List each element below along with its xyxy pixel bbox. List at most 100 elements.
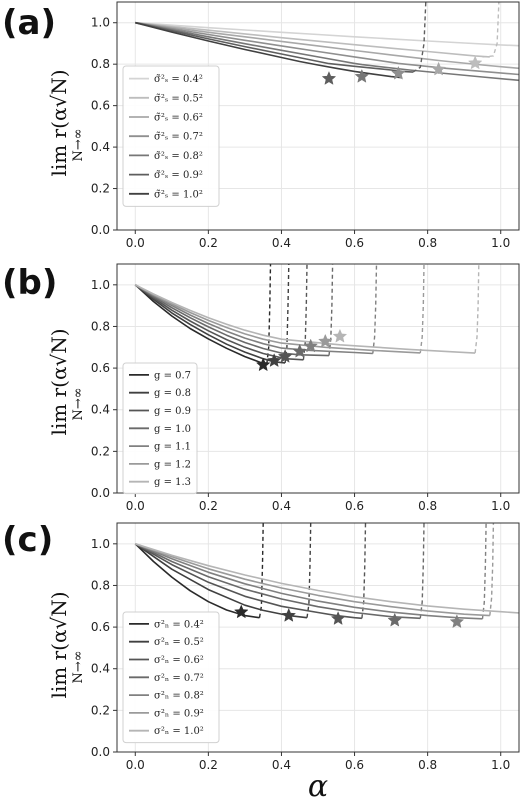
panel-a-series-1-line <box>135 21 490 58</box>
panel-a-series-5-star <box>321 71 337 85</box>
panel-a-series-2-star <box>431 61 446 76</box>
panel-b-series-5-dashed <box>419 264 425 353</box>
panel-c-legend-label-1: σ²ₙ = 0.5² <box>154 637 204 648</box>
panel-a: (a) lim r(α√N) N→∞ 0.0 0.2 0.4 0.6 0.8 1.0 0.0… <box>2 1 520 250</box>
panel-b-ytick-label-3: 0.6 <box>91 361 110 375</box>
panel-c-series-0-dashed <box>258 523 264 618</box>
panel-b-series-3-dashed <box>328 264 334 356</box>
panel-c-legend-label-4: σ²ₙ = 0.8² <box>154 691 204 702</box>
panel-c-xtick-label-2: 0.4 <box>272 758 291 772</box>
panel-b-xtick-label-0: 0.0 <box>126 499 145 513</box>
panel-b-ytick-label-5: 1.0 <box>91 278 110 292</box>
panel-a-legend-frame <box>122 65 220 207</box>
panel-c: (c) lim r(α√N) N→∞ 0.0 0.2 0.4 0.6 0.8 1.0 0.0… <box>2 520 520 772</box>
panel-a-letter: (a) <box>2 3 56 43</box>
panel-b-series-0-dashed <box>266 264 272 365</box>
panel-b-ytick-label-0: 0.0 <box>91 486 110 500</box>
panel-c-ylabel-main: lim r(α√N) <box>47 591 71 698</box>
panel-c-ytick-label-5: 1.0 <box>91 537 110 551</box>
panel-b-legend-label-4: g = 1.1 <box>154 442 191 453</box>
panel-b: (b) lim r(α√N) N→∞ 0.0 0.2 0.4 0.6 0.8 1.0 0.0… <box>2 263 520 513</box>
panel-b-series-4-dashed <box>372 264 378 354</box>
panel-a-legend: σ̃²ₛ = 0.4² σ̃²ₛ = 0.5² σ̃²ₛ = 0.6² σ̃²ₛ = … <box>122 65 220 207</box>
panel-b-legend-label-6: g = 1.3 <box>154 477 191 488</box>
panel-c-series-4-line <box>134 543 483 620</box>
panel-a-ylabel-sub: N→∞ <box>71 128 86 161</box>
panel-c-legend: σ²ₙ = 0.4² σ²ₙ = 0.5² σ²ₙ = 0.6² σ²ₙ = 0.7²… <box>122 611 220 744</box>
panel-b-legend-frame <box>122 362 198 495</box>
panel-a-legend-label-0: σ̃²ₛ = 0.4² <box>154 74 203 85</box>
panel-c-ytick-label-4: 0.8 <box>91 578 110 592</box>
panel-a-ylabel-main: lim r(α√N) <box>47 69 71 176</box>
panel-c-legend-label-3: σ²ₙ = 0.7² <box>154 673 204 684</box>
panel-a-series-0-line <box>135 21 519 47</box>
panel-c-ytick-label-1: 0.2 <box>91 703 110 717</box>
panel-a-series-1-dashed <box>482 2 500 58</box>
panel-a-series-4-line <box>135 21 519 82</box>
panel-a-legend-label-4: σ̃²ₛ = 0.8² <box>154 151 203 162</box>
panel-c-series-6-line <box>135 543 519 614</box>
panel-b-xtick-label-3: 0.6 <box>345 499 364 513</box>
panel-b-series-5-star <box>318 333 333 348</box>
panel-b-series-3-star <box>292 343 307 358</box>
panel-a-legend-label-1: σ̃²ₛ = 0.5² <box>154 93 203 104</box>
panel-b-xtick-label-4: 0.8 <box>418 499 437 513</box>
panel-a-series-4-star <box>354 68 370 83</box>
panel-a-ylabel: lim r(α√N) N→∞ <box>47 69 86 176</box>
panel-b-axes-frame <box>116 263 520 494</box>
panel-b-series-0-star <box>255 357 271 372</box>
panel-b-series-4-star <box>303 338 318 353</box>
panel-a-ytick-label-3: 0.6 <box>91 99 110 113</box>
panel-a-xtick-label-3: 0.6 <box>345 236 364 250</box>
panel-c-series-3-line <box>134 543 421 620</box>
panel-c-legend-label-2: σ²ₙ = 0.6² <box>154 655 204 666</box>
panel-a-axes-frame <box>116 1 520 231</box>
panel-c-series-1-dashed <box>306 523 312 618</box>
panel-b-xtick-label-1: 0.2 <box>199 499 218 513</box>
panel-b-ylabel: lim r(α√N) N→∞ <box>47 328 86 435</box>
panel-c-legend-frame <box>122 611 220 744</box>
panel-b-series-0-line <box>134 284 267 366</box>
panel-a-ytick-label-4: 0.8 <box>91 57 110 71</box>
panel-c-xtick-label-0: 0.0 <box>126 758 145 772</box>
panel-b-series-1-star <box>266 353 282 367</box>
panel-c-series-2-star <box>330 611 346 625</box>
panel-c-ytick-label-3: 0.6 <box>91 620 110 634</box>
panel-b-series-1-line <box>134 284 286 364</box>
panel-c-series-2-dashed <box>361 523 367 619</box>
panel-c-xtick-label-4: 0.8 <box>418 758 437 772</box>
panel-c-series-group <box>134 523 519 620</box>
panel-c-series-4-star <box>449 614 465 629</box>
panel-c-series-4-dashed <box>481 523 487 619</box>
panel-c-series-3-star <box>387 612 403 627</box>
panel-b-series-6-line <box>134 284 476 354</box>
panel-c-legend-label-5: σ²ₙ = 0.9² <box>154 708 204 719</box>
panel-b-series-6-dashed <box>474 264 480 354</box>
panel-c-legend-label-0: σ²ₙ = 0.4² <box>154 619 204 630</box>
panel-a-series-3-line <box>135 21 519 76</box>
panel-c-series-3-dashed <box>419 523 425 619</box>
panel-b-legend-label-0: g = 0.7 <box>154 370 191 381</box>
panel-c-xtick-label-5: 1.0 <box>491 758 510 772</box>
panel-a-legend-label-3: σ̃²ₛ = 0.7² <box>154 132 203 143</box>
panel-a-series-1-star <box>467 55 483 70</box>
panel-a-xtick-label-5: 1.0 <box>491 236 510 250</box>
panel-b-ytick-label-4: 0.8 <box>91 319 110 333</box>
panel-b-series-5-line <box>134 284 421 354</box>
panel-c-ytick-label-2: 0.4 <box>91 662 110 676</box>
panel-a-series-6-line <box>135 21 403 79</box>
panel-a-series-3-star <box>391 65 406 80</box>
panel-b-legend-label-1: g = 0.8 <box>154 388 191 399</box>
panel-b-legend-label-5: g = 1.2 <box>154 459 191 470</box>
panel-c-series-1-star <box>281 607 297 622</box>
x-axis-label: α <box>308 769 328 800</box>
panel-c-ylabel-sub: N→∞ <box>71 650 86 683</box>
panel-a-series-5-dashed <box>412 2 427 73</box>
panel-b-xtick-label-2: 0.4 <box>272 499 291 513</box>
panel-a-ytick-label-1: 0.2 <box>91 182 110 196</box>
panel-a-legend-label-2: σ̃²ₛ = 0.6² <box>154 113 203 124</box>
panel-c-series-2-line <box>134 543 362 620</box>
panel-b-legend-label-3: g = 1.0 <box>154 424 191 435</box>
panel-a-ytick-label-5: 1.0 <box>91 16 110 30</box>
